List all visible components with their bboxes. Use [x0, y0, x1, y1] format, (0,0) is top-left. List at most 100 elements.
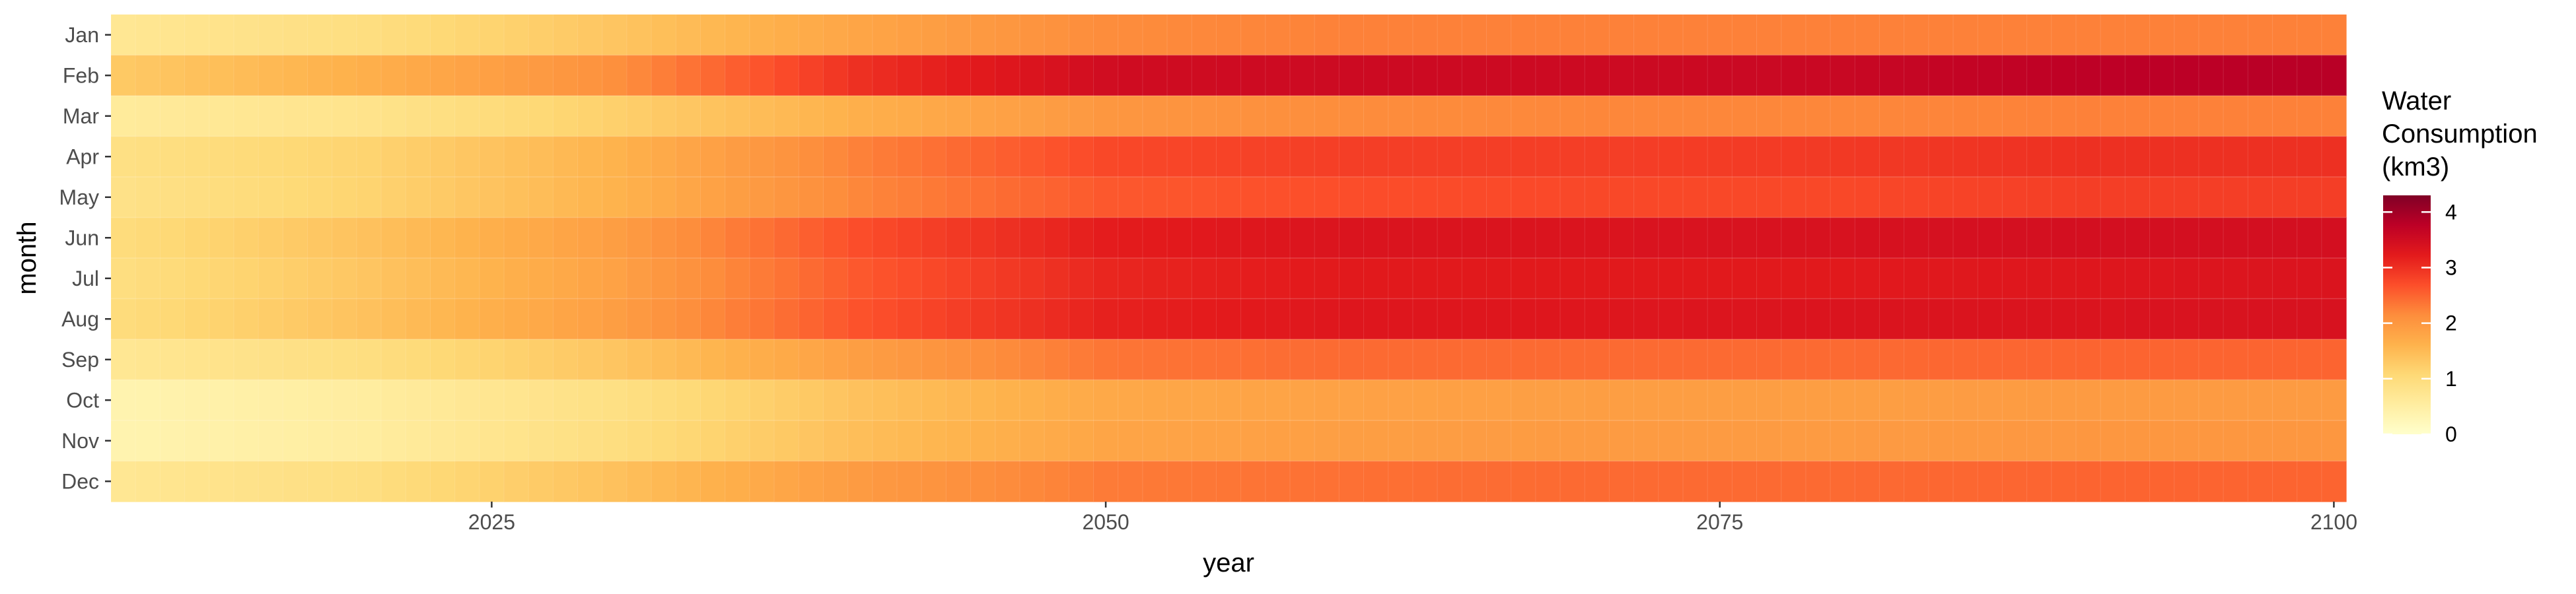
heatmap-cell: [2174, 177, 2200, 218]
heatmap-cell: [1682, 420, 1708, 462]
heatmap-cell: [1609, 339, 1635, 381]
y-tick-label: Feb: [63, 63, 99, 87]
heatmap-cell: [1928, 420, 1954, 462]
heatmap-cell: [1044, 339, 1069, 381]
heatmap-cell: [307, 339, 333, 381]
heatmap-cell: [381, 380, 406, 421]
heatmap-cell: [160, 217, 186, 259]
heatmap-cell: [2149, 298, 2175, 340]
heatmap-cell: [258, 136, 283, 178]
heatmap-cell: [1363, 15, 1389, 56]
heatmap-cell: [1486, 420, 1512, 462]
heatmap-cell: [1978, 420, 2003, 462]
heatmap-cell: [1633, 461, 1659, 502]
heatmap-row-mar: [111, 96, 2347, 137]
heatmap-cell: [184, 217, 210, 259]
heatmap-cell: [135, 420, 161, 462]
heatmap-cell: [307, 15, 333, 56]
heatmap-cell: [1707, 55, 1733, 96]
heatmap-cell: [1486, 177, 1512, 218]
heatmap-cell: [1412, 96, 1438, 137]
heatmap-cell: [2321, 339, 2347, 381]
heatmap-cell: [503, 461, 529, 502]
heatmap-cell: [1682, 96, 1708, 137]
heatmap-row-nov: [111, 420, 2347, 462]
heatmap-cell: [1486, 217, 1512, 259]
heatmap-cell: [799, 96, 824, 137]
heatmap-cell: [1388, 461, 1413, 502]
heatmap-cell: [111, 177, 136, 218]
heatmap-cell: [1609, 15, 1635, 56]
heatmap-cell: [921, 420, 947, 462]
heatmap-cell: [1682, 136, 1708, 178]
heatmap-cell: [479, 420, 505, 462]
heatmap-cell: [184, 420, 210, 462]
heatmap-cell: [1412, 339, 1438, 381]
heatmap-cell: [602, 339, 627, 381]
heatmap-cell: [160, 380, 186, 421]
heatmap-cell: [2149, 217, 2175, 259]
heatmap-cell: [1167, 461, 1192, 502]
heatmap-cell: [1118, 177, 1143, 218]
heatmap-cell: [1265, 217, 1291, 259]
heatmap-cell: [2002, 177, 2028, 218]
heatmap-cell: [749, 96, 775, 137]
heatmap-cell: [2026, 380, 2052, 421]
heatmap-cell: [233, 380, 259, 421]
heatmap-cell: [1781, 298, 1807, 340]
heatmap-cell: [2223, 217, 2248, 259]
heatmap-cell: [1412, 461, 1438, 502]
heatmap-cell: [209, 136, 234, 178]
heatmap-cell: [995, 177, 1020, 218]
heatmap-cell: [1904, 177, 1929, 218]
heatmap-cell: [479, 258, 505, 300]
heatmap-cell: [2321, 258, 2347, 300]
heatmap-cell: [626, 136, 652, 178]
heatmap-cell: [1339, 380, 1365, 421]
heatmap-cell: [2198, 258, 2224, 300]
heatmap-cell: [2198, 339, 2224, 381]
heatmap-cell: [2026, 298, 2052, 340]
heatmap-cell: [1585, 298, 1610, 340]
heatmap-cell: [1412, 177, 1438, 218]
heatmap-cell: [1265, 339, 1291, 381]
heatmap-cell: [381, 339, 406, 381]
heatmap-cell: [1732, 339, 1758, 381]
heatmap-cell: [1216, 136, 1242, 178]
heatmap-cell: [2174, 15, 2200, 56]
heatmap-cell: [332, 136, 357, 178]
heatmap-cell: [184, 380, 210, 421]
heatmap-cell: [1412, 380, 1438, 421]
heatmap-cell: [725, 55, 750, 96]
heatmap-cell: [209, 96, 234, 137]
heatmap-cell: [160, 461, 186, 502]
heatmap-cell: [1363, 217, 1389, 259]
heatmap-cell: [258, 15, 283, 56]
heatmap-cell: [381, 461, 406, 502]
heatmap-cell: [307, 380, 333, 421]
heatmap-cell: [700, 420, 726, 462]
heatmap-cell: [995, 420, 1020, 462]
heatmap-cell: [356, 136, 382, 178]
heatmap-cell: [651, 380, 676, 421]
heatmap-cell: [1855, 96, 1880, 137]
heatmap-cell: [872, 339, 898, 381]
heatmap-cell: [823, 136, 849, 178]
heatmap-cell: [602, 298, 627, 340]
heatmap-cell: [454, 217, 480, 259]
heatmap-cell: [111, 420, 136, 462]
heatmap-cell: [1953, 177, 1978, 218]
heatmap-cell: [1732, 55, 1758, 96]
heatmap-cell: [1314, 177, 1340, 218]
heatmap-cell: [700, 461, 726, 502]
heatmap-cell: [233, 420, 259, 462]
heatmap-cell: [1462, 380, 1487, 421]
heatmap-cell: [1339, 217, 1365, 259]
heatmap-cell: [676, 217, 701, 259]
heatmap-cell: [283, 420, 308, 462]
heatmap-cell: [1142, 177, 1168, 218]
heatmap-cell: [454, 55, 480, 96]
heatmap-cell: [2223, 15, 2248, 56]
heatmap-cell: [1363, 461, 1389, 502]
heatmap-cell: [283, 258, 308, 300]
